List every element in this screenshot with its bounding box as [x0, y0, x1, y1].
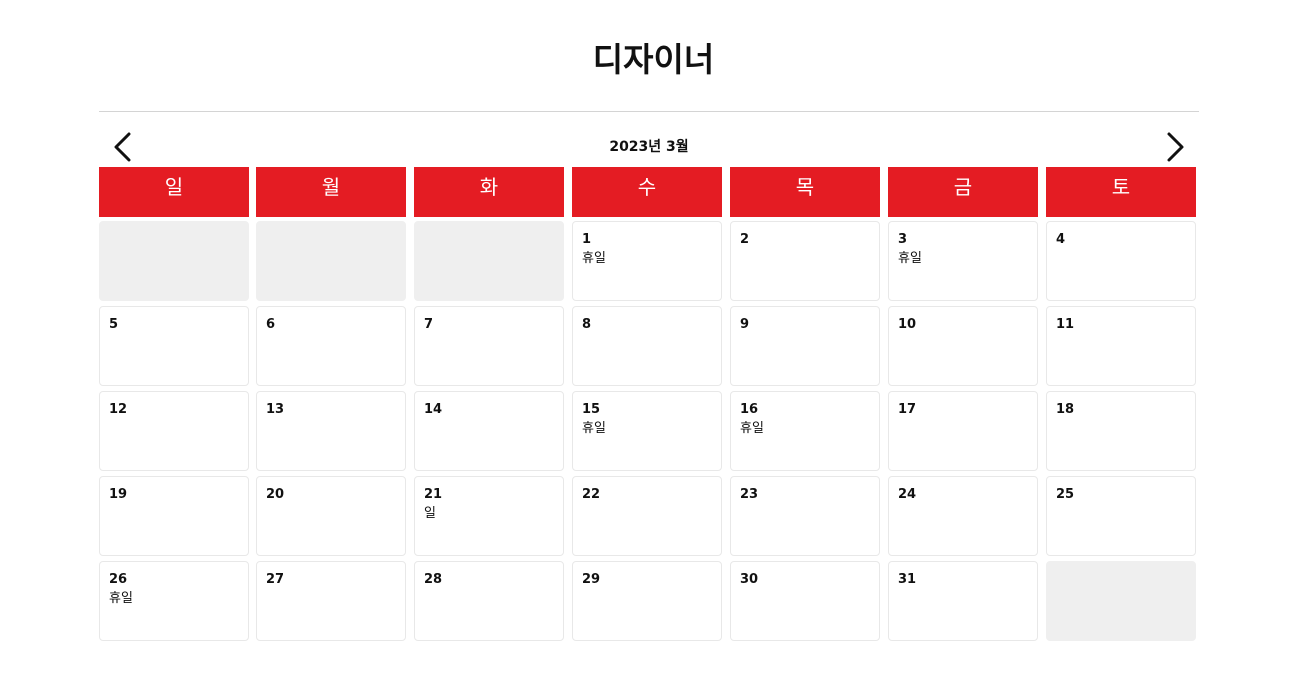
- day-number: 24: [898, 487, 917, 502]
- weekday-header-mon: 월: [256, 167, 406, 217]
- calendar-grid: 1 휴일 2 3 휴일 4 5 6 7 8 9 10 11 12 13 14 15 휴일 16 휴일 17 18 19 20 2…: [99, 221, 1199, 641]
- day-number: 12: [109, 402, 128, 417]
- calendar-day-cell[interactable]: 22: [572, 476, 722, 556]
- day-number: 9: [740, 317, 750, 332]
- calendar-day-cell[interactable]: 8: [572, 306, 722, 386]
- page-title: 디자이너: [592, 40, 715, 79]
- day-number: 11: [1056, 317, 1075, 332]
- day-number: 16: [740, 402, 759, 417]
- day-number: 27: [266, 572, 285, 587]
- day-number: 31: [898, 572, 917, 587]
- calendar-day-cell[interactable]: 2: [730, 221, 880, 301]
- day-number: 3: [898, 232, 908, 247]
- month-navigation: 2023년 3월: [99, 130, 1199, 164]
- weekday-header-fri: 금: [888, 167, 1038, 217]
- day-note: 휴일: [109, 591, 133, 606]
- calendar-day-cell[interactable]: 5: [99, 306, 249, 386]
- calendar-day-cell[interactable]: 10: [888, 306, 1038, 386]
- calendar-day-cell[interactable]: 28: [414, 561, 564, 641]
- current-month-label: 2023년 3월: [609, 139, 689, 155]
- day-number: 10: [898, 317, 917, 332]
- day-number: 26: [109, 572, 128, 587]
- calendar-day-cell[interactable]: 12: [99, 391, 249, 471]
- weekday-header-thu: 목: [730, 167, 880, 217]
- day-note: 휴일: [740, 421, 764, 436]
- day-number: 4: [1056, 232, 1066, 247]
- calendar-day-cell[interactable]: 25: [1046, 476, 1196, 556]
- weekday-header-wed: 수: [572, 167, 722, 217]
- calendar-day-cell[interactable]: 11: [1046, 306, 1196, 386]
- weekday-header-sat: 토: [1046, 167, 1196, 217]
- calendar-day-cell[interactable]: 7: [414, 306, 564, 386]
- next-month-button[interactable]: [1157, 130, 1191, 164]
- day-number: 22: [582, 487, 601, 502]
- day-number: 17: [898, 402, 917, 417]
- calendar-day-cell[interactable]: 20: [256, 476, 406, 556]
- day-number: 14: [424, 402, 443, 417]
- calendar-day-cell[interactable]: 14: [414, 391, 564, 471]
- calendar-day-cell[interactable]: 9: [730, 306, 880, 386]
- chevron-right-icon: [1167, 132, 1184, 162]
- chevron-left-icon: [114, 132, 131, 162]
- day-number: 18: [1056, 402, 1075, 417]
- calendar-empty-cell: [99, 221, 249, 301]
- calendar-day-cell[interactable]: 27: [256, 561, 406, 641]
- title-divider: [99, 111, 1199, 112]
- day-number: 8: [582, 317, 592, 332]
- day-number: 2: [740, 232, 750, 247]
- calendar-day-cell[interactable]: 13: [256, 391, 406, 471]
- calendar-day-cell[interactable]: 17: [888, 391, 1038, 471]
- day-number: 1: [582, 232, 592, 247]
- day-number: 25: [1056, 487, 1075, 502]
- calendar-day-cell[interactable]: 3 휴일: [888, 221, 1038, 301]
- calendar-day-cell[interactable]: 24: [888, 476, 1038, 556]
- calendar-day-cell[interactable]: 16 휴일: [730, 391, 880, 471]
- calendar-day-cell[interactable]: 1 휴일: [572, 221, 722, 301]
- day-number: 21: [424, 487, 443, 502]
- day-number: 30: [740, 572, 759, 587]
- day-note: 휴일: [582, 251, 606, 266]
- day-number: 15: [582, 402, 601, 417]
- calendar-empty-cell: [1046, 561, 1196, 641]
- calendar-day-cell[interactable]: 18: [1046, 391, 1196, 471]
- calendar-day-cell[interactable]: 21 일: [414, 476, 564, 556]
- day-number: 5: [109, 317, 119, 332]
- calendar-day-cell[interactable]: 30: [730, 561, 880, 641]
- day-number: 28: [424, 572, 443, 587]
- weekday-header-sun: 일: [99, 167, 249, 217]
- day-number: 23: [740, 487, 759, 502]
- weekday-header-tue: 화: [414, 167, 564, 217]
- calendar-day-cell[interactable]: 31: [888, 561, 1038, 641]
- calendar-day-cell[interactable]: 19: [99, 476, 249, 556]
- calendar-empty-cell: [256, 221, 406, 301]
- calendar-empty-cell: [414, 221, 564, 301]
- day-note: 일: [424, 506, 436, 521]
- day-number: 13: [266, 402, 285, 417]
- day-note: 휴일: [582, 421, 606, 436]
- calendar-day-cell[interactable]: 29: [572, 561, 722, 641]
- calendar-day-cell[interactable]: 4: [1046, 221, 1196, 301]
- day-number: 29: [582, 572, 601, 587]
- calendar-day-cell[interactable]: 15 휴일: [572, 391, 722, 471]
- day-number: 19: [109, 487, 128, 502]
- day-number: 7: [424, 317, 434, 332]
- day-number: 6: [266, 317, 276, 332]
- calendar-day-cell[interactable]: 26 휴일: [99, 561, 249, 641]
- calendar-day-cell[interactable]: 23: [730, 476, 880, 556]
- prev-month-button[interactable]: [107, 130, 141, 164]
- day-number: 20: [266, 487, 285, 502]
- calendar-day-cell[interactable]: 6: [256, 306, 406, 386]
- day-note: 휴일: [898, 251, 922, 266]
